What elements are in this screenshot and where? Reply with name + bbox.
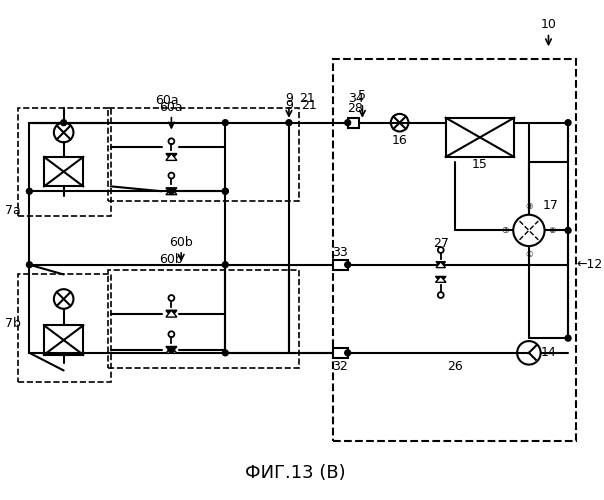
- Polygon shape: [166, 188, 177, 194]
- Circle shape: [222, 188, 228, 194]
- Circle shape: [286, 120, 292, 126]
- Circle shape: [27, 262, 33, 268]
- Bar: [348, 118, 359, 128]
- Bar: [333, 260, 348, 270]
- Text: 9: 9: [285, 92, 293, 104]
- Polygon shape: [166, 154, 177, 160]
- Circle shape: [345, 350, 351, 356]
- Text: 27: 27: [433, 236, 449, 250]
- Circle shape: [565, 335, 571, 341]
- Polygon shape: [166, 310, 177, 317]
- Circle shape: [61, 120, 66, 126]
- Text: 28: 28: [347, 102, 364, 116]
- Polygon shape: [166, 154, 177, 160]
- Bar: [108, 108, 299, 201]
- Circle shape: [222, 188, 228, 194]
- Text: 26: 26: [448, 360, 463, 373]
- Circle shape: [517, 341, 541, 364]
- Text: 5: 5: [358, 88, 367, 102]
- Text: 14: 14: [541, 346, 556, 360]
- Text: 21: 21: [301, 98, 316, 112]
- Text: ②: ②: [548, 226, 556, 235]
- Text: 17: 17: [542, 200, 558, 212]
- Text: 32: 32: [332, 360, 348, 373]
- Circle shape: [222, 350, 228, 356]
- Circle shape: [345, 262, 351, 268]
- Bar: [44, 157, 83, 186]
- Polygon shape: [436, 262, 445, 268]
- Bar: [108, 270, 299, 368]
- Polygon shape: [166, 346, 177, 354]
- Text: 34: 34: [348, 92, 364, 104]
- Circle shape: [169, 347, 175, 353]
- Text: 60a: 60a: [155, 94, 178, 106]
- Polygon shape: [436, 262, 445, 268]
- Text: 9: 9: [285, 98, 293, 112]
- Bar: [18, 274, 111, 382]
- Circle shape: [565, 228, 571, 234]
- Bar: [18, 108, 111, 216]
- Bar: [333, 59, 576, 441]
- Bar: [446, 118, 514, 157]
- Text: 21: 21: [299, 92, 315, 104]
- Polygon shape: [435, 276, 446, 282]
- Text: ←12: ←12: [576, 258, 602, 271]
- Text: ③: ③: [525, 202, 533, 211]
- Circle shape: [565, 120, 571, 126]
- Polygon shape: [435, 276, 446, 282]
- Circle shape: [345, 120, 351, 126]
- Bar: [333, 348, 348, 358]
- Text: 16: 16: [392, 134, 408, 147]
- Circle shape: [222, 262, 228, 268]
- Bar: [44, 326, 83, 355]
- Circle shape: [27, 188, 33, 194]
- Text: ①: ①: [525, 250, 533, 259]
- Text: ④: ④: [502, 226, 509, 235]
- Circle shape: [169, 188, 175, 194]
- Text: 15: 15: [472, 158, 488, 172]
- Circle shape: [513, 214, 545, 246]
- Text: 60b: 60b: [159, 254, 183, 266]
- Polygon shape: [166, 346, 177, 354]
- Polygon shape: [166, 310, 177, 317]
- Text: 33: 33: [332, 246, 348, 260]
- Polygon shape: [166, 188, 177, 194]
- Text: 60b: 60b: [169, 236, 193, 248]
- Text: 7a: 7a: [5, 204, 21, 218]
- Text: ФИГ.13 (В): ФИГ.13 (В): [245, 464, 346, 482]
- Circle shape: [222, 120, 228, 126]
- Text: 60a: 60a: [159, 100, 183, 114]
- Text: 10: 10: [541, 18, 556, 31]
- Text: 7b: 7b: [5, 317, 21, 330]
